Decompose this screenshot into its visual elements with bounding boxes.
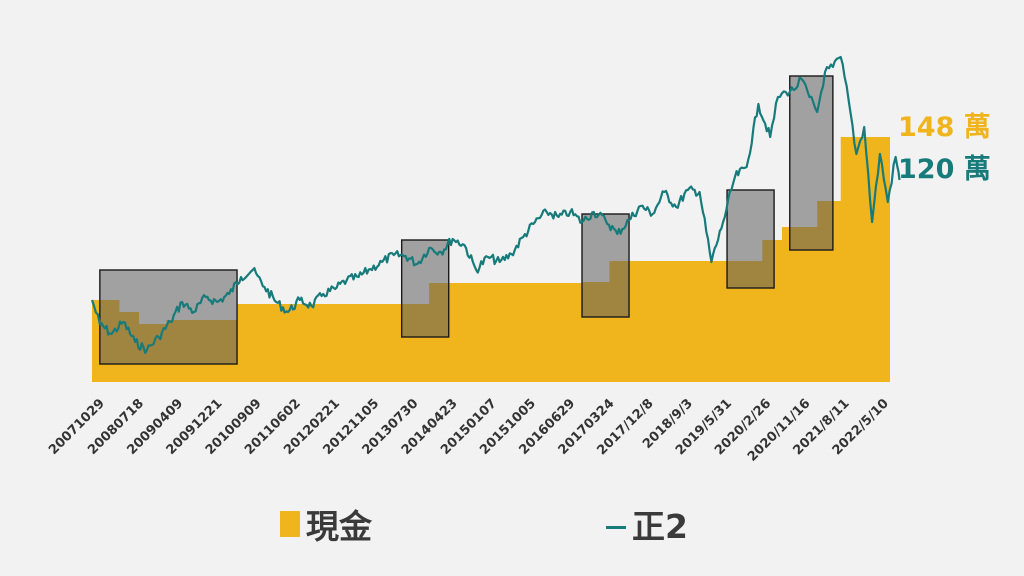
x-axis-ticks: 2007102920080718200904092009122120100909… [46, 396, 892, 464]
price-swatch [606, 525, 626, 529]
cash-area [92, 137, 900, 382]
legend-item-price: 正2 [606, 500, 688, 548]
cash-end-label: 148 萬 [898, 112, 991, 143]
cash-area-layer [92, 137, 900, 382]
legend-label-price: 正2 [632, 507, 688, 546]
highlight-box-1 [99, 269, 238, 365]
price-end-label: 120 萬 [898, 154, 991, 185]
legend-label-cash: 現金 [306, 507, 372, 546]
highlight-box-layer [99, 75, 834, 365]
cash-swatch [280, 511, 300, 537]
highlight-box-5 [789, 75, 834, 251]
legend-item-cash: 現金 [280, 500, 372, 548]
highlight-box-4 [726, 189, 775, 289]
price-line-layer [90, 55, 901, 355]
price-line [90, 55, 901, 355]
